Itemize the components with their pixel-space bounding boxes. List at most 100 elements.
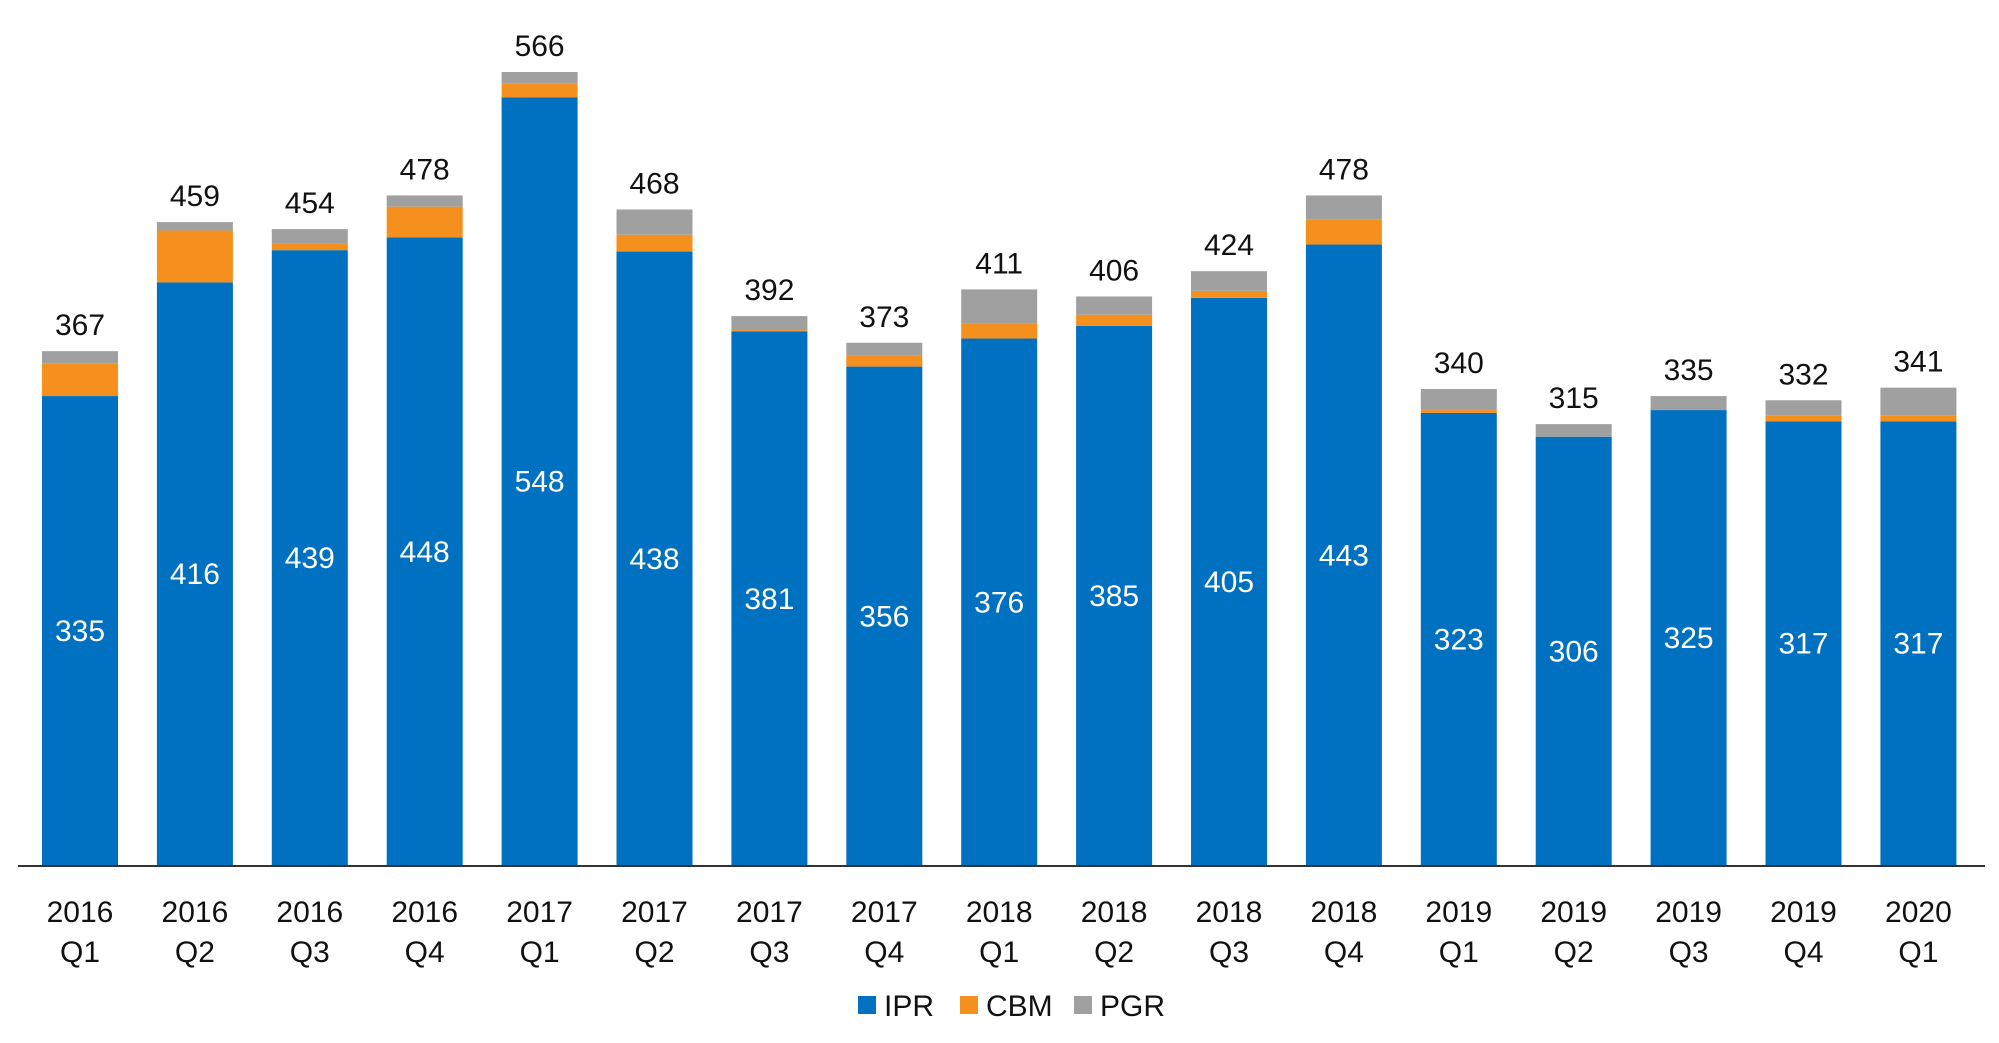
ipr-value-label: 356 xyxy=(859,600,909,633)
ipr-value-label: 405 xyxy=(1204,566,1254,599)
x-tick-year-label: 2018 xyxy=(1196,896,1263,929)
x-tick-quarter-label: Q1 xyxy=(60,936,100,969)
x-axis-tick-labels: 2016 Q1 2016 Q2 2016 Q3 2016 Q4 2017 Q1 2017 Q2 2017… xyxy=(47,896,1952,969)
ipr-value-label: 317 xyxy=(1893,628,1943,661)
bar-cbm-2017-q4 xyxy=(846,355,922,366)
bar-pgr-2018-q2 xyxy=(1076,296,1152,314)
x-tick-year-label: 2019 xyxy=(1655,896,1722,929)
bar-pgr-2020-q1 xyxy=(1880,388,1956,416)
bar-cbm-2017-q1 xyxy=(502,83,578,97)
bar-cbm-2016-q4 xyxy=(387,207,463,238)
x-tick-year-label: 2016 xyxy=(162,896,229,929)
x-tick-quarter-label: Q4 xyxy=(1324,936,1364,969)
x-tick-quarter-label: Q1 xyxy=(1439,936,1479,969)
x-tick-year-label: 2019 xyxy=(1540,896,1607,929)
x-tick-quarter-label: Q4 xyxy=(405,936,445,969)
x-tick-quarter-label: Q1 xyxy=(1898,936,1938,969)
ipr-value-label: 323 xyxy=(1434,623,1484,656)
bar-pgr-2017-q1 xyxy=(502,72,578,83)
ipr-value-label: 376 xyxy=(974,586,1024,619)
total-value-label: 459 xyxy=(170,180,220,213)
bar-cbm-2019-q4 xyxy=(1766,416,1842,422)
ipr-value-label: 306 xyxy=(1549,635,1599,668)
x-tick-quarter-label: Q3 xyxy=(1669,936,1709,969)
x-tick-year-label: 2017 xyxy=(851,896,918,929)
x-tick-quarter-label: Q4 xyxy=(1783,936,1823,969)
bar-cbm-2019-q1 xyxy=(1421,410,1497,413)
ipr-value-label: 335 xyxy=(55,615,105,648)
x-tick-year-label: 2016 xyxy=(391,896,458,929)
x-tick-quarter-label: Q2 xyxy=(175,936,215,969)
x-tick-quarter-label: Q2 xyxy=(1094,936,1134,969)
x-tick-year-label: 2019 xyxy=(1425,896,1492,929)
total-value-label: 566 xyxy=(515,30,565,63)
ipr-value-label: 385 xyxy=(1089,580,1139,613)
x-tick-year-label: 2016 xyxy=(47,896,114,929)
bar-pgr-2018-q4 xyxy=(1306,195,1382,219)
bar-pgr-2017-q2 xyxy=(617,209,693,234)
total-value-label: 406 xyxy=(1089,254,1139,287)
ipr-value-label: 439 xyxy=(285,542,335,575)
legend-label-cbm: CBM xyxy=(986,990,1053,1023)
x-tick-year-label: 2018 xyxy=(1081,896,1148,929)
ipr-value-label: 548 xyxy=(515,466,565,499)
x-tick-quarter-label: Q1 xyxy=(520,936,560,969)
bar-cbm-2018-q2 xyxy=(1076,315,1152,326)
legend-label-pgr: PGR xyxy=(1100,990,1165,1023)
stacked-bar-chart: 3354164394485484383813563763854054433233… xyxy=(0,0,1999,1043)
bar-pgr-2019-q4 xyxy=(1766,400,1842,415)
bar-pgr-2016-q1 xyxy=(42,351,118,364)
bar-cbm-2018-q4 xyxy=(1306,219,1382,244)
bar-pgr-2016-q3 xyxy=(272,229,348,243)
bar-cbm-2020-q1 xyxy=(1880,416,1956,422)
x-tick-year-label: 2018 xyxy=(966,896,1033,929)
bar-pgr-2018-q3 xyxy=(1191,271,1267,291)
bar-pgr-2019-q1 xyxy=(1421,389,1497,410)
x-tick-year-label: 2016 xyxy=(276,896,343,929)
total-value-label: 367 xyxy=(55,309,105,342)
x-tick-year-label: 2018 xyxy=(1311,896,1378,929)
bar-cbm-2016-q3 xyxy=(272,243,348,250)
total-value-label: 478 xyxy=(400,153,450,186)
total-value-label: 468 xyxy=(629,167,679,200)
legend-swatch-ipr xyxy=(858,996,876,1014)
ipr-value-label: 438 xyxy=(629,543,679,576)
bar-cbm-2018-q3 xyxy=(1191,291,1267,298)
x-tick-year-label: 2017 xyxy=(736,896,803,929)
legend-swatch-cbm xyxy=(960,996,978,1014)
total-value-label: 478 xyxy=(1319,153,1369,186)
bar-cbm-2017-q3 xyxy=(731,330,807,331)
legend-label-ipr: IPR xyxy=(884,990,934,1023)
ipr-value-label: 448 xyxy=(400,536,450,569)
total-value-label: 341 xyxy=(1893,346,1943,379)
x-tick-year-label: 2017 xyxy=(506,896,573,929)
ipr-value-label: 416 xyxy=(170,558,220,591)
total-value-label: 424 xyxy=(1204,229,1254,262)
ipr-value-label: 443 xyxy=(1319,539,1369,572)
bar-pgr-2019-q2 xyxy=(1536,424,1612,437)
total-value-label: 411 xyxy=(975,247,1023,280)
total-value-label: 315 xyxy=(1549,382,1599,415)
ipr-value-label: 325 xyxy=(1664,622,1714,655)
bar-pgr-2017-q4 xyxy=(846,343,922,356)
x-tick-quarter-label: Q3 xyxy=(290,936,330,969)
bar-pgr-2017-q3 xyxy=(731,316,807,330)
bar-cbm-2016-q1 xyxy=(42,364,118,396)
bar-pgr-2016-q2 xyxy=(157,222,233,230)
total-value-label: 332 xyxy=(1778,358,1828,391)
x-tick-quarter-label: Q1 xyxy=(979,936,1019,969)
bar-cbm-2018-q1 xyxy=(961,323,1037,338)
legend-swatch-pgr xyxy=(1074,996,1092,1014)
total-value-label: 373 xyxy=(859,301,909,334)
ipr-value-label: 317 xyxy=(1778,628,1828,661)
total-value-label: 335 xyxy=(1664,354,1714,387)
legend: IPR CBM PGR xyxy=(858,990,1165,1023)
x-tick-quarter-label: Q4 xyxy=(864,936,904,969)
bar-pgr-2019-q3 xyxy=(1651,396,1727,410)
total-value-label: 392 xyxy=(744,274,794,307)
total-value-label: 454 xyxy=(285,187,335,220)
bar-pgr-2016-q4 xyxy=(387,195,463,206)
x-tick-year-label: 2017 xyxy=(621,896,688,929)
x-tick-quarter-label: Q2 xyxy=(1554,936,1594,969)
bar-pgr-2018-q1 xyxy=(961,289,1037,323)
